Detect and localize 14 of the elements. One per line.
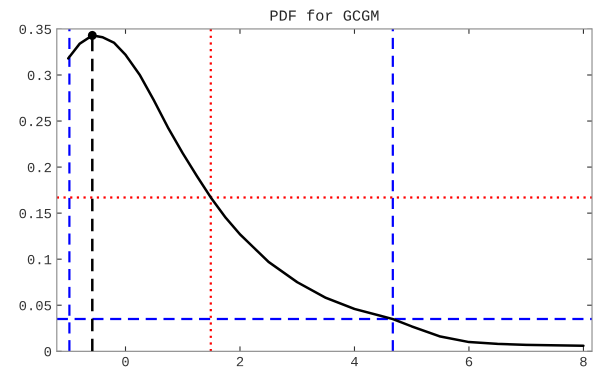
chart-title: PDF for GCGM: [270, 10, 378, 21]
y-tick-label: 0.3: [28, 70, 52, 80]
y-tick-label: 0.05: [19, 300, 52, 310]
y-tick-label: 0: [44, 347, 52, 356]
y-tick-label: 0.1: [28, 254, 52, 264]
x-tick-label: 0: [122, 356, 129, 366]
y-tick-label: 0.2: [28, 162, 51, 172]
y-tick-label: 0.15: [19, 208, 52, 218]
x-tick-label: 8: [580, 356, 587, 366]
y-tick-label: 0.35: [19, 24, 52, 34]
y-tick-label: 0.25: [19, 116, 52, 126]
x-tick-label: 2: [236, 356, 244, 366]
x-tick-label: 4: [351, 357, 358, 366]
x-tick-label: 6: [466, 356, 472, 366]
